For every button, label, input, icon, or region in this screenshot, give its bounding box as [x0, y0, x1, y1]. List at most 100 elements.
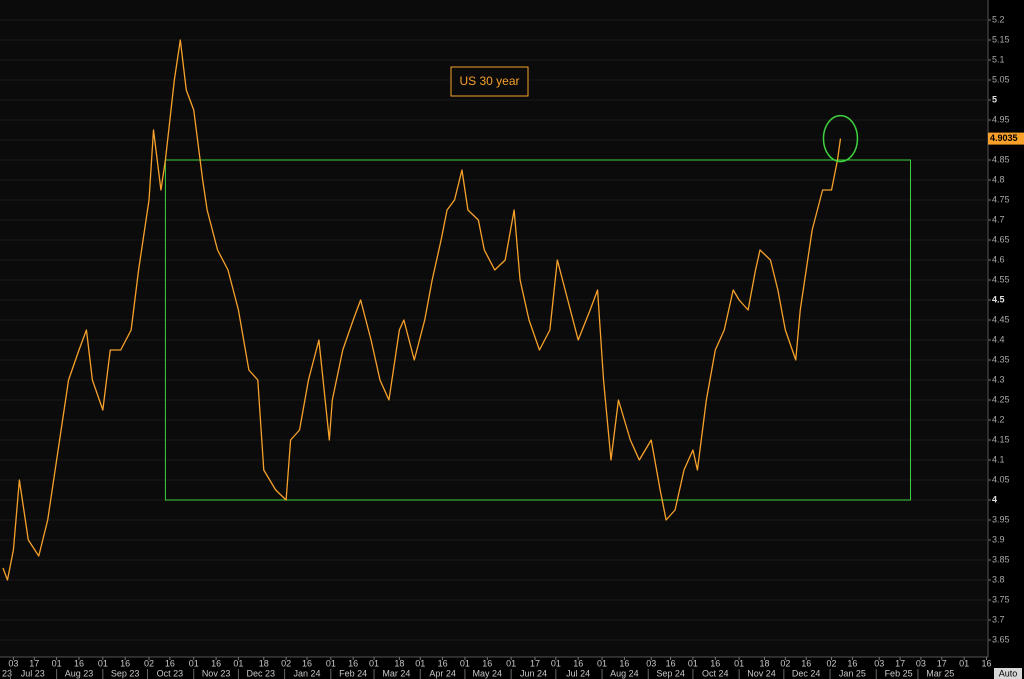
x-tick-label: 01 — [326, 658, 336, 668]
y-tick-label: 4.1 — [992, 454, 1005, 464]
x-tick-label: 01 — [369, 658, 379, 668]
y-tick-label: 4.75 — [992, 194, 1010, 204]
x-tick-label: 03 — [8, 658, 18, 668]
x-tick-label: 16 — [302, 658, 312, 668]
month-label: Dec 23 — [247, 668, 276, 678]
y-tick-label: 4.85 — [992, 154, 1010, 164]
x-tick-label: 01 — [415, 658, 425, 668]
x-tick-label: 01 — [52, 658, 62, 668]
x-tick-label: 01 — [597, 658, 607, 668]
series-line — [2, 39, 842, 581]
plot-background — [0, 0, 988, 657]
x-tick-label: 01 — [233, 658, 243, 668]
y-tick-label: 4.5 — [992, 294, 1005, 304]
month-label: Feb 25 — [885, 668, 913, 678]
x-tick-label: 18 — [259, 658, 269, 668]
month-label: Jul 24 — [566, 668, 590, 678]
month-label: Sep 23 — [111, 668, 140, 678]
y-tick-label: 4.55 — [992, 274, 1010, 284]
y-tick-label: 4.2 — [992, 414, 1005, 424]
x-tick-label: 16 — [847, 658, 857, 668]
y-tick-label: 4.7 — [992, 214, 1005, 224]
month-label: Oct 24 — [702, 668, 729, 678]
y-tick-label: 5 — [992, 94, 997, 104]
x-tick-label: 16 — [120, 658, 130, 668]
x-tick-label: 18 — [759, 658, 769, 668]
x-tick-label: 16 — [666, 658, 676, 668]
y-tick-label: 3.9 — [992, 534, 1005, 544]
y-tick-label: 4.35 — [992, 354, 1010, 364]
y-tick-label: 4.8 — [992, 174, 1005, 184]
x-tick-label: 02 — [780, 658, 790, 668]
y-axis-background — [988, 0, 1024, 679]
month-label: Feb 24 — [339, 668, 367, 678]
x-tick-label: 02 — [827, 658, 837, 668]
y-tick-label: 4.65 — [992, 234, 1010, 244]
x-tick-label: 01 — [551, 658, 561, 668]
month-label: Jan 25 — [839, 668, 866, 678]
highlight-ellipse — [822, 114, 859, 163]
y-tick-label: 4.3 — [992, 374, 1005, 384]
y-tick-label: 4.6 — [992, 254, 1005, 264]
x-tick-label: 16 — [982, 658, 992, 668]
y-tick-label: 5.15 — [992, 34, 1010, 44]
month-label: Aug 23 — [65, 668, 94, 678]
x-tick-label: 16 — [438, 658, 448, 668]
month-label: Oct 23 — [157, 668, 184, 678]
x-tick-label: 01 — [688, 658, 698, 668]
month-label: Jul 23 — [21, 668, 45, 678]
y-tick-label: 4.05 — [992, 474, 1010, 484]
x-tick-label: 16 — [619, 658, 629, 668]
month-label: Jan 24 — [293, 668, 320, 678]
x-tick-label: 03 — [874, 658, 884, 668]
month-label: Nov 23 — [202, 668, 231, 678]
x-tick-label: 16 — [165, 658, 175, 668]
x-tick-label: 17 — [895, 658, 905, 668]
x-tick-label: 01 — [734, 658, 744, 668]
x-tick-label: 16 — [348, 658, 358, 668]
x-tick-label: 01 — [460, 658, 470, 668]
y-tick-label: 3.85 — [992, 554, 1010, 564]
x-tick-label: 17 — [29, 658, 39, 668]
y-tick-label: 3.8 — [992, 574, 1005, 584]
x-tick-label: 16 — [573, 658, 583, 668]
month-label: May 24 — [473, 668, 503, 678]
y-tick-label: 3.7 — [992, 614, 1005, 624]
month-label: Aug 24 — [610, 668, 639, 678]
title-box — [450, 66, 529, 97]
y-tick-label: 3.65 — [992, 634, 1010, 644]
x-tick-label: 01 — [98, 658, 108, 668]
month-label: 23 — [2, 668, 12, 678]
axes: 3.65 3.7 3.75 3.8 3.85 3.9 3.95 4 4.05 4.1 4.15 4.2… — [2, 14, 1024, 679]
y-tick-label: 3.95 — [992, 514, 1010, 524]
month-label: Sep 24 — [656, 668, 685, 678]
x-tick-label: 16 — [710, 658, 720, 668]
chart-title: US 30 year — [459, 74, 519, 88]
y-tick-label: 4.15 — [992, 434, 1010, 444]
x-tick-label: 03 — [646, 658, 656, 668]
auto-button[interactable] — [994, 668, 1022, 679]
x-tick-label: 18 — [394, 658, 404, 668]
x-tick-label: 01 — [189, 658, 199, 668]
x-tick-label: 17 — [530, 658, 540, 668]
auto-button-label[interactable]: Auto — [999, 668, 1018, 678]
x-tick-label: 01 — [506, 658, 516, 668]
y-tick-label: 4.4 — [992, 334, 1005, 344]
y-tick-label: 4.45 — [992, 314, 1010, 324]
y-tick-label: 5.2 — [992, 14, 1005, 24]
y-tick-label: 3.75 — [992, 594, 1010, 604]
x-tick-label: 03 — [916, 658, 926, 668]
month-label: Mar 25 — [926, 668, 954, 678]
range-box — [164, 159, 912, 501]
x-tick-label: 16 — [211, 658, 221, 668]
month-label: Mar 24 — [382, 668, 410, 678]
month-label: Jun 24 — [520, 668, 547, 678]
y-tick-label: 4.95 — [992, 114, 1010, 124]
x-tick-label: 17 — [937, 658, 947, 668]
y-tick-label: 4.25 — [992, 394, 1010, 404]
marks — [2, 39, 912, 581]
y-tick-label: 4 — [992, 494, 997, 504]
month-label: Apr 24 — [429, 668, 456, 678]
last-value-box — [988, 132, 1024, 145]
